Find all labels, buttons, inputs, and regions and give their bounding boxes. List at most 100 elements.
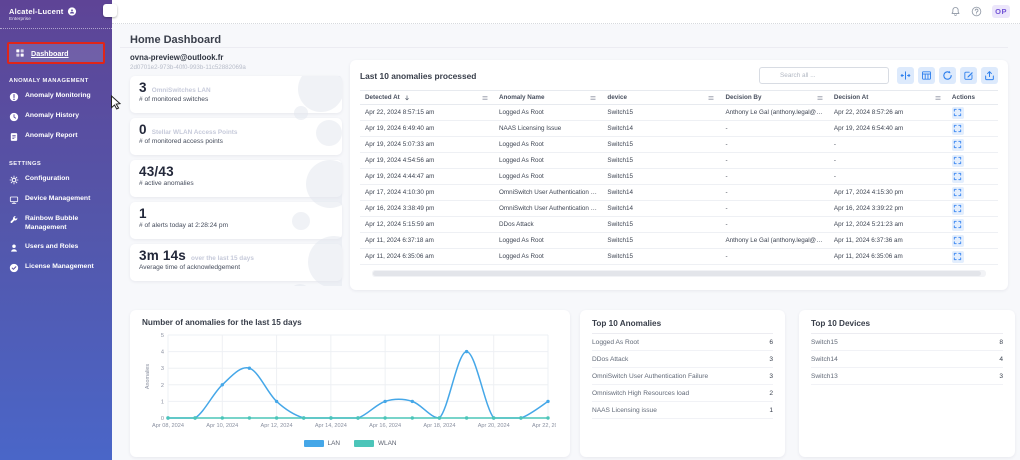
export-button[interactable] — [981, 67, 998, 84]
account-info: ovna-preview@outlook.fr 2d0701e2-973b-40… — [130, 53, 246, 71]
item-label: DDos Attack — [592, 355, 629, 363]
sidebar-item-label: Anomaly History — [25, 112, 80, 119]
sidebar-item-label: Users and Roles — [25, 242, 79, 250]
expand-row-button[interactable] — [951, 250, 964, 263]
sidebar-item-users-and-roles[interactable]: Users and Roles — [0, 238, 112, 258]
table-row[interactable]: Apr 19, 2024 5:07:33 am Logged As Root Swi… — [360, 137, 998, 153]
expand-row-button[interactable] — [951, 218, 964, 231]
cell-detected-at: Apr 19, 2024 6:49:40 am — [365, 125, 435, 132]
sidebar-collapse-button[interactable] — [103, 4, 117, 17]
legend-item-wlan[interactable]: WLAN — [353, 440, 396, 447]
cell-decision-by: Anthony Le Gal (anthony.legal@al-e... — [725, 237, 829, 244]
cell-device: Switch14 — [607, 205, 633, 212]
column-label: Detected At — [365, 94, 400, 101]
legend-item-lan[interactable]: LAN — [303, 440, 340, 447]
expand-icon — [954, 172, 962, 181]
horizontal-scrollbar[interactable] — [360, 268, 998, 278]
columns-button[interactable] — [918, 67, 935, 84]
search-icon — [766, 72, 774, 79]
cell-decision-at: Apr 12, 2024 5:21:23 am — [833, 221, 904, 228]
table-row[interactable]: Apr 19, 2024 4:44:47 am Logged As Root Swi… — [360, 169, 998, 185]
table-row[interactable]: Apr 16, 2024 3:38:49 pm OmniSwitch User A… — [360, 201, 998, 217]
column-menu-button[interactable] — [481, 94, 489, 102]
table-row[interactable]: Apr 19, 2024 6:49:40 am NAAS Licensing Is… — [360, 121, 998, 137]
fit-columns-button[interactable] — [897, 67, 914, 84]
column-header-detected-at[interactable]: Detected At — [360, 90, 494, 105]
cell-detected-at: Apr 19, 2024 4:44:47 am — [365, 173, 435, 180]
sidebar-item-anomaly-report[interactable]: Anomaly Report — [0, 127, 112, 147]
cell-decision-by: - — [725, 253, 728, 260]
search-box[interactable] — [759, 67, 889, 84]
column-menu-button[interactable] — [816, 94, 824, 102]
sidebar-item-device-management[interactable]: Device Management — [0, 190, 112, 210]
search-input[interactable] — [778, 71, 883, 80]
help-button[interactable] — [971, 6, 983, 18]
table-row[interactable]: Apr 19, 2024 4:54:56 am Logged As Root Swi… — [360, 153, 998, 169]
cell-actions — [947, 185, 998, 201]
bell-icon — [951, 7, 960, 16]
column-menu-button[interactable] — [707, 94, 715, 102]
scrollbar-track[interactable] — [372, 269, 986, 277]
item-label: NAAS Licensing issue — [592, 406, 657, 414]
column-header-anomaly-name[interactable]: Anomaly Name — [493, 90, 603, 105]
expand-row-button[interactable] — [951, 234, 964, 247]
item-label: Switch15 — [811, 338, 838, 346]
stat-label: # of alerts today at 2:28:24 pm — [139, 222, 229, 229]
svg-text:3: 3 — [161, 366, 164, 372]
sidebar-item-rainbow-bubble-management[interactable]: Rainbow Bubble Management — [0, 210, 112, 238]
column-header-device[interactable]: device — [602, 90, 721, 105]
table-row[interactable]: Apr 17, 2024 4:10:30 pm OmniSwitch User A… — [360, 185, 998, 201]
cell-decision-at: Apr 11, 2024 6:35:06 am — [833, 253, 903, 260]
logo-mark-icon — [68, 6, 77, 16]
stat-card--active-anomalies: 43/43 # active anomalies — [130, 160, 342, 197]
top-anomalies-list: Logged As Root 6 DDos Attack 3 OmniSwitch Us… — [592, 334, 773, 419]
expand-row-button[interactable] — [951, 122, 964, 135]
svg-text:4: 4 — [161, 350, 164, 356]
top-devices-card: Top 10 Devices Switch15 8 Switch14 4 Switch1… — [799, 310, 1015, 457]
scrollbar-thumb[interactable] — [373, 270, 981, 276]
column-header-decision-by[interactable]: Decision By — [720, 90, 829, 105]
sidebar-item-configuration[interactable]: Configuration — [0, 170, 112, 190]
fit-columns-icon — [900, 71, 911, 80]
chart-plot: 0 1 2 3 4 5 Apr 08, 2024 Apr 10, 2024 Apr 12, 20… — [142, 330, 564, 439]
stat-value: 3m 14s — [139, 248, 186, 263]
sidebar-item-anomaly-history[interactable]: Anomaly History — [0, 107, 112, 127]
cell-decision-at: Apr 16, 2024 3:39:22 pm — [833, 205, 904, 212]
expand-row-button[interactable] — [951, 170, 964, 183]
cell-decision-by: - — [725, 173, 728, 180]
sidebar-item-anomaly-monitoring[interactable]: Anomaly Monitoring — [0, 87, 112, 107]
notifications-button[interactable] — [950, 6, 962, 18]
item-label: Switch14 — [811, 355, 838, 363]
table-row[interactable]: Apr 11, 2024 6:37:18 am Logged As Root Swi… — [360, 233, 998, 249]
expand-row-button[interactable] — [951, 154, 964, 167]
device-icon — [9, 196, 19, 204]
cell-actions — [947, 217, 998, 233]
cell-detected-at: Apr 16, 2024 3:38:49 pm — [365, 205, 435, 212]
sidebar-item-license-management[interactable]: License Management — [0, 258, 112, 278]
column-header-actions: Actions — [946, 90, 998, 105]
cell-actions — [947, 169, 998, 185]
edit-button[interactable] — [960, 67, 977, 84]
column-header-decision-at[interactable]: Decision At — [828, 90, 947, 105]
topbar: OP — [112, 0, 1020, 24]
table-row[interactable]: Apr 11, 2024 6:35:06 am Logged As Root Swi… — [360, 249, 998, 265]
anomalies-table: Detected At Anomaly Name device Decision By… — [360, 90, 998, 265]
table-row[interactable]: Apr 12, 2024 5:15:59 am DDos Attack Switch… — [360, 217, 998, 233]
table-row[interactable]: Apr 22, 2024 8:57:15 am Logged As Root Swi… — [360, 105, 998, 121]
refresh-button[interactable] — [939, 67, 956, 84]
expand-row-button[interactable] — [951, 106, 964, 119]
expand-icon — [954, 140, 962, 149]
expand-row-button[interactable] — [951, 202, 964, 215]
expand-icon — [954, 220, 962, 229]
cell-decision-at: Apr 11, 2024 6:37:36 am — [833, 237, 903, 244]
expand-icon — [954, 252, 962, 261]
column-menu-button[interactable] — [589, 94, 597, 102]
expand-row-button[interactable] — [951, 138, 964, 151]
stat-label: # active anomalies — [139, 180, 194, 187]
stat-card--of-monitored-access-points: 0 Stellar WLAN Access Points # of monitore… — [130, 118, 342, 155]
expand-row-button[interactable] — [951, 186, 964, 199]
column-menu-button[interactable] — [934, 94, 942, 102]
sidebar-item-dashboard[interactable]: Dashboard — [7, 42, 105, 64]
user-avatar[interactable]: OP — [992, 5, 1010, 18]
item-count: 3 — [769, 355, 773, 363]
